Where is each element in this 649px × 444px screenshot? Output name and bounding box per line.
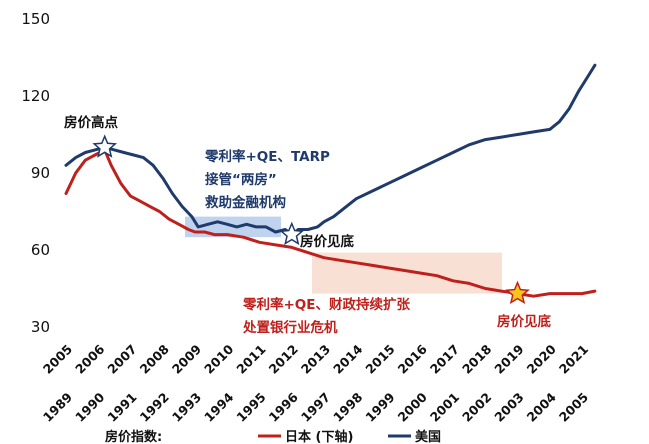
- y-tick-label: 30: [31, 318, 50, 336]
- x-tick-label-bottom: 2000: [395, 389, 430, 424]
- x-tick-label-bottom: 1994: [201, 389, 236, 424]
- x-tick-label-top: 2016: [395, 341, 430, 376]
- jp-trough-star-icon: [505, 280, 530, 305]
- legend-title: 房价指数:: [105, 429, 162, 444]
- x-tick-label-bottom: 1989: [40, 390, 75, 425]
- us-trough-label: 房价见底: [300, 233, 354, 250]
- x-tick-label-top: 2021: [556, 342, 591, 377]
- jp-trough-label: 房价见底: [497, 313, 551, 330]
- us-peak-label: 房价高点: [64, 114, 118, 131]
- x-tick-label-top: 2009: [169, 342, 204, 377]
- x-tick-label-bottom: 2005: [556, 390, 591, 425]
- x-tick-label-top: 2012: [266, 342, 301, 377]
- x-tick-label-top: 2020: [524, 341, 559, 376]
- x-tick-label-top: 2007: [104, 342, 139, 377]
- x-tick-label-bottom: 1998: [330, 390, 365, 425]
- x-tick-label-bottom: 1995: [233, 390, 268, 425]
- x-tick-label-bottom: 1992: [137, 390, 172, 425]
- y-tick-label: 150: [21, 10, 50, 28]
- x-tick-label-top: 2008: [137, 342, 172, 377]
- x-tick-label-bottom: 1993: [169, 390, 204, 425]
- jp-policy-line-1: 零利率+QE、财政持续扩张: [242, 296, 411, 313]
- us-line: [64, 63, 597, 237]
- x-tick-label-bottom: 1996: [266, 389, 301, 424]
- y-tick-label: 60: [31, 241, 50, 259]
- x-tick-label-bottom: 2001: [427, 390, 462, 425]
- x-tick-label-top: 2013: [298, 342, 333, 377]
- x-tick-label-bottom: 1997: [298, 390, 333, 425]
- us-policy-line-1: 零利率+QE、TARP: [204, 148, 330, 165]
- japan-line: [64, 148, 597, 298]
- legend-label-japan: 日本 (下轴): [285, 429, 353, 444]
- us-trough-star-icon: [279, 221, 305, 246]
- legend-label-us: 美国: [415, 429, 441, 444]
- x-tick-label-bottom: 1999: [362, 390, 397, 425]
- x-tick-label-bottom: 2003: [491, 390, 526, 425]
- x-tick-label-bottom: 2002: [459, 390, 494, 425]
- x-tick-label-top: 2005: [40, 342, 75, 377]
- x-tick-label-bottom: 2004: [524, 389, 559, 424]
- x-tick-label-top: 2014: [330, 341, 365, 376]
- us-policy-line-2: 接管“两房”: [205, 171, 277, 188]
- x-tick-label-top: 2010: [201, 341, 236, 376]
- us-policy-line-3: 救助金融机构: [205, 194, 286, 211]
- jp-policy-line-2: 处置银行业危机: [242, 319, 338, 336]
- x-tick-label-top: 2015: [362, 342, 397, 377]
- x-tick-label-bottom: 1990: [72, 389, 107, 424]
- jp-policy-band: [312, 252, 502, 294]
- x-tick-label-top: 2018: [459, 342, 494, 377]
- x-tick-label-top: 2011: [233, 342, 268, 377]
- y-tick-label: 90: [31, 164, 50, 182]
- x-tick-label-top: 2019: [491, 342, 526, 377]
- y-tick-label: 120: [21, 87, 50, 105]
- x-tick-label-bottom: 1991: [104, 390, 139, 425]
- x-tick-label-top: 2017: [427, 342, 462, 377]
- x-tick-label-top: 2006: [72, 341, 107, 376]
- us-peak-star-icon: [92, 134, 118, 158]
